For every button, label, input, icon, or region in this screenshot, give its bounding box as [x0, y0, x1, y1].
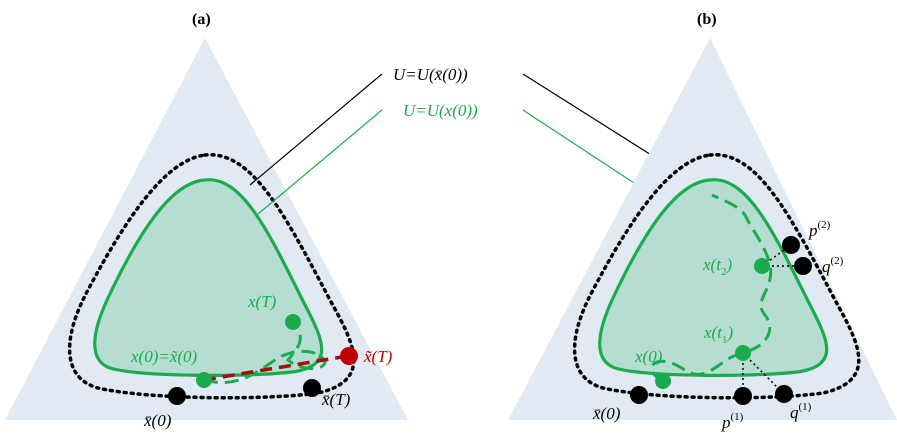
point-xbar0-b — [630, 386, 648, 404]
label-x0-eq-a: x(0)=x̃(0) — [130, 347, 198, 366]
label-q2-b: q(2) — [822, 255, 844, 276]
label-q1-b: q(1) — [790, 401, 812, 422]
point-q1-b — [775, 385, 793, 403]
green-trajectory-a — [203, 321, 327, 385]
point-q2-b — [794, 257, 812, 275]
label-p2-b: p(2) — [808, 219, 831, 240]
point-p2-b — [782, 236, 800, 254]
point-xT-a — [285, 314, 301, 330]
leader-dotted-right — [522, 73, 657, 159]
label-xtildeT-a: x̃(T) — [363, 347, 393, 366]
legend-green-label: U=U(x(0)) — [403, 101, 478, 120]
leader-dotted-left — [249, 73, 383, 186]
panel-a: (a) x(T) x(0)=x̃(0) x̃(T) x̄(0) x̄(T) — [5, 11, 408, 430]
point-x0-a — [196, 372, 212, 388]
point-xbar0-a — [168, 387, 186, 405]
panel-a-title: (a) — [192, 11, 211, 28]
label-xbar0-b: x̄(0) — [592, 404, 621, 423]
label-xbarT-a: x̄(T) — [321, 390, 351, 409]
point-xbarT-a — [303, 379, 321, 397]
label-xt2-b: x(t2) — [702, 255, 732, 278]
green-level-set-b — [598, 178, 829, 377]
green-trajectory-b — [650, 193, 773, 383]
label-xT-a: x(T) — [247, 292, 277, 311]
panel-b-title: (b) — [697, 11, 717, 28]
point-xt2-b — [754, 258, 770, 274]
legend: U=U(x̄(0)) U=U(x(0)) — [249, 65, 673, 215]
legend-dotted-label: U=U(x̄(0)) — [393, 65, 468, 84]
panel-b: (b) x(0) x(t1) x(t2) x̄(0) p(1) q(1) p(2… — [508, 11, 897, 432]
dotted-level-set-b — [573, 153, 861, 400]
dotted-level-set-a — [68, 153, 356, 400]
label-p1-b: p(1) — [721, 411, 744, 432]
label-xbar0-a: x̄(0) — [143, 411, 172, 430]
label-x0-b: x(0) — [634, 347, 663, 366]
label-xt1-b: x(t1) — [703, 323, 733, 346]
point-x0-b — [655, 373, 671, 389]
green-level-set-a — [93, 178, 324, 377]
point-p1-b — [734, 387, 752, 405]
leader-green-left — [257, 109, 383, 215]
point-xtildeT-a — [340, 347, 358, 365]
red-perturbed-trajectory-a — [203, 354, 349, 382]
point-xt1-b — [735, 345, 751, 361]
